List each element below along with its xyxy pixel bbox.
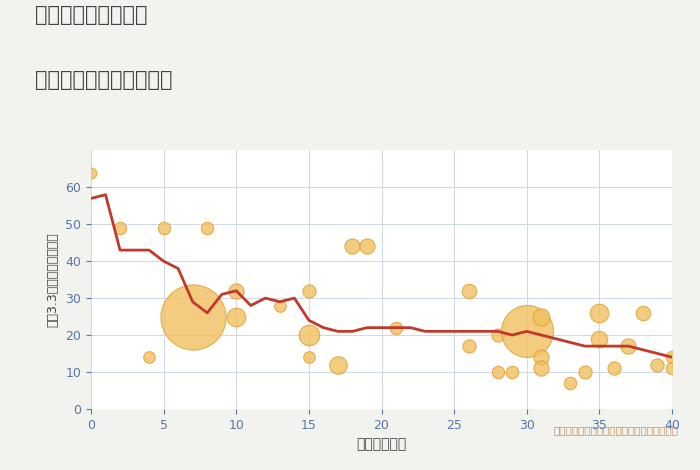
Point	[391, 324, 402, 331]
Point	[521, 328, 532, 335]
Point	[463, 287, 475, 295]
X-axis label: 築年数（年）: 築年数（年）	[356, 437, 407, 451]
Point	[346, 243, 358, 250]
Point	[594, 335, 605, 343]
Point	[580, 368, 591, 376]
Text: 円の大きさは、取引のあった物件面積を示す: 円の大きさは、取引のあった物件面積を示す	[554, 425, 679, 435]
Point	[85, 169, 97, 176]
Point	[623, 342, 634, 350]
Point	[361, 243, 372, 250]
Point	[231, 313, 242, 321]
Point	[144, 353, 155, 361]
Text: 兵庫県豊岡市駄坂の: 兵庫県豊岡市駄坂の	[35, 5, 148, 25]
Text: 築年数別中古戸建て価格: 築年数別中古戸建て価格	[35, 70, 172, 91]
Point	[202, 224, 213, 232]
Point	[594, 309, 605, 317]
Point	[187, 313, 198, 321]
Point	[536, 365, 547, 372]
Point	[303, 353, 314, 361]
Point	[332, 361, 344, 368]
Point	[652, 361, 663, 368]
Point	[492, 331, 503, 339]
Point	[492, 368, 503, 376]
Point	[666, 365, 678, 372]
Point	[536, 313, 547, 321]
Point	[114, 224, 126, 232]
Point	[638, 309, 649, 317]
Point	[536, 353, 547, 361]
Y-axis label: 坪（3.3㎡）単価（万円）: 坪（3.3㎡）単価（万円）	[47, 232, 60, 327]
Point	[158, 224, 169, 232]
Point	[231, 287, 242, 295]
Point	[666, 353, 678, 361]
Point	[565, 379, 576, 387]
Point	[303, 287, 314, 295]
Point	[463, 342, 475, 350]
Point	[274, 302, 286, 309]
Point	[608, 365, 620, 372]
Point	[507, 368, 518, 376]
Point	[303, 331, 314, 339]
